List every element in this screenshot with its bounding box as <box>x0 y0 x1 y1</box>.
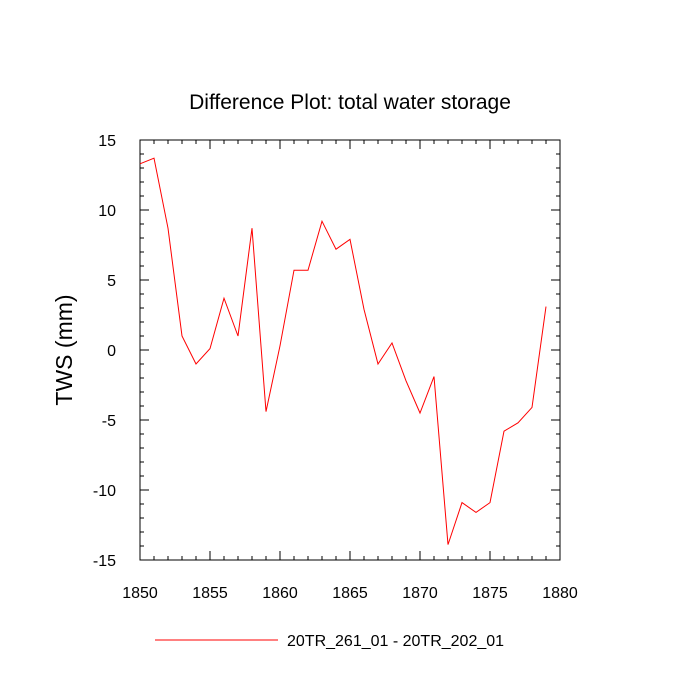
y-tick-label: 15 <box>98 133 116 150</box>
x-tick-label: 1855 <box>192 585 228 602</box>
legend-label: 20TR_261_01 - 20TR_202_01 <box>287 633 504 650</box>
y-tick-label: 10 <box>98 203 116 220</box>
y-tick-label: 5 <box>107 273 116 290</box>
y-tick-label: -15 <box>93 553 116 570</box>
x-tick-label: 1850 <box>122 585 158 602</box>
x-tick-label: 1880 <box>542 585 578 602</box>
plot-frame <box>139 139 561 561</box>
x-tick-label: 1865 <box>332 585 368 602</box>
x-tick-label: 1860 <box>262 585 298 602</box>
plot-area: 1850 1855 1860 1865 1870 1875 1880 -15 -10 -5 0 5 10… <box>93 133 578 602</box>
y-tick-label: -10 <box>93 483 116 500</box>
x-tick-label: 1875 <box>472 585 508 602</box>
y-axis-label: TWS (mm) <box>51 294 77 405</box>
series-line <box>139 157 547 545</box>
legend: 20TR_261_01 - 20TR_202_01 <box>155 633 504 650</box>
y-tick-label: -5 <box>102 413 116 430</box>
x-tick-label: 1870 <box>402 585 438 602</box>
chart-title: Difference Plot: total water storage <box>189 91 511 114</box>
y-tick-label: 0 <box>107 343 116 360</box>
